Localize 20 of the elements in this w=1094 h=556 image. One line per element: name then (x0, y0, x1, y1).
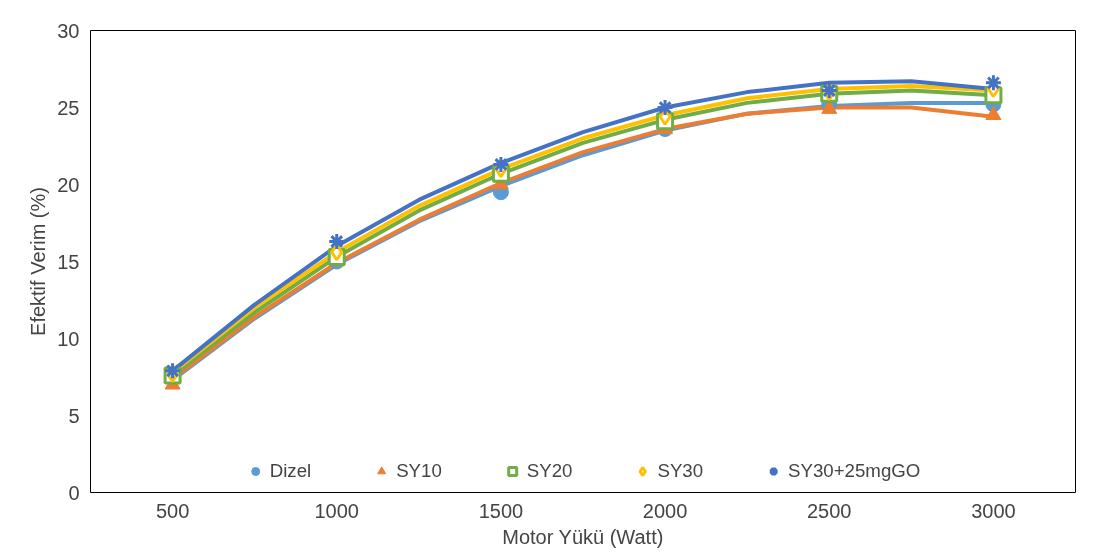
legend-label: Dizel (269, 460, 312, 482)
y-tick-label: 15 (57, 250, 80, 273)
legend-label: SY30+25mgGO (788, 460, 921, 482)
y-tick-label: 20 (57, 173, 80, 196)
legend-label: SY30 (657, 460, 704, 482)
x-tick-label: 2000 (642, 499, 688, 522)
y-tick-label: 25 (57, 96, 80, 119)
x-axis-title: Motor Yükü (Watt) (502, 525, 664, 548)
x-tick-label: 1000 (314, 499, 359, 522)
legend-label: SY10 (396, 460, 442, 482)
y-tick-label: 30 (57, 19, 80, 42)
y-tick-label: 10 (57, 327, 80, 350)
x-tick-label: 500 (155, 499, 190, 522)
x-tick-label: 3000 (971, 499, 1016, 522)
legend-label: SY20 (526, 460, 573, 482)
x-tick-label: 2500 (807, 499, 852, 522)
y-tick-label: 0 (68, 481, 80, 504)
y-axis-title: Efektif Verim (%) (27, 187, 50, 336)
y-tick-label: 5 (68, 404, 80, 427)
x-tick-label: 1500 (478, 499, 524, 522)
